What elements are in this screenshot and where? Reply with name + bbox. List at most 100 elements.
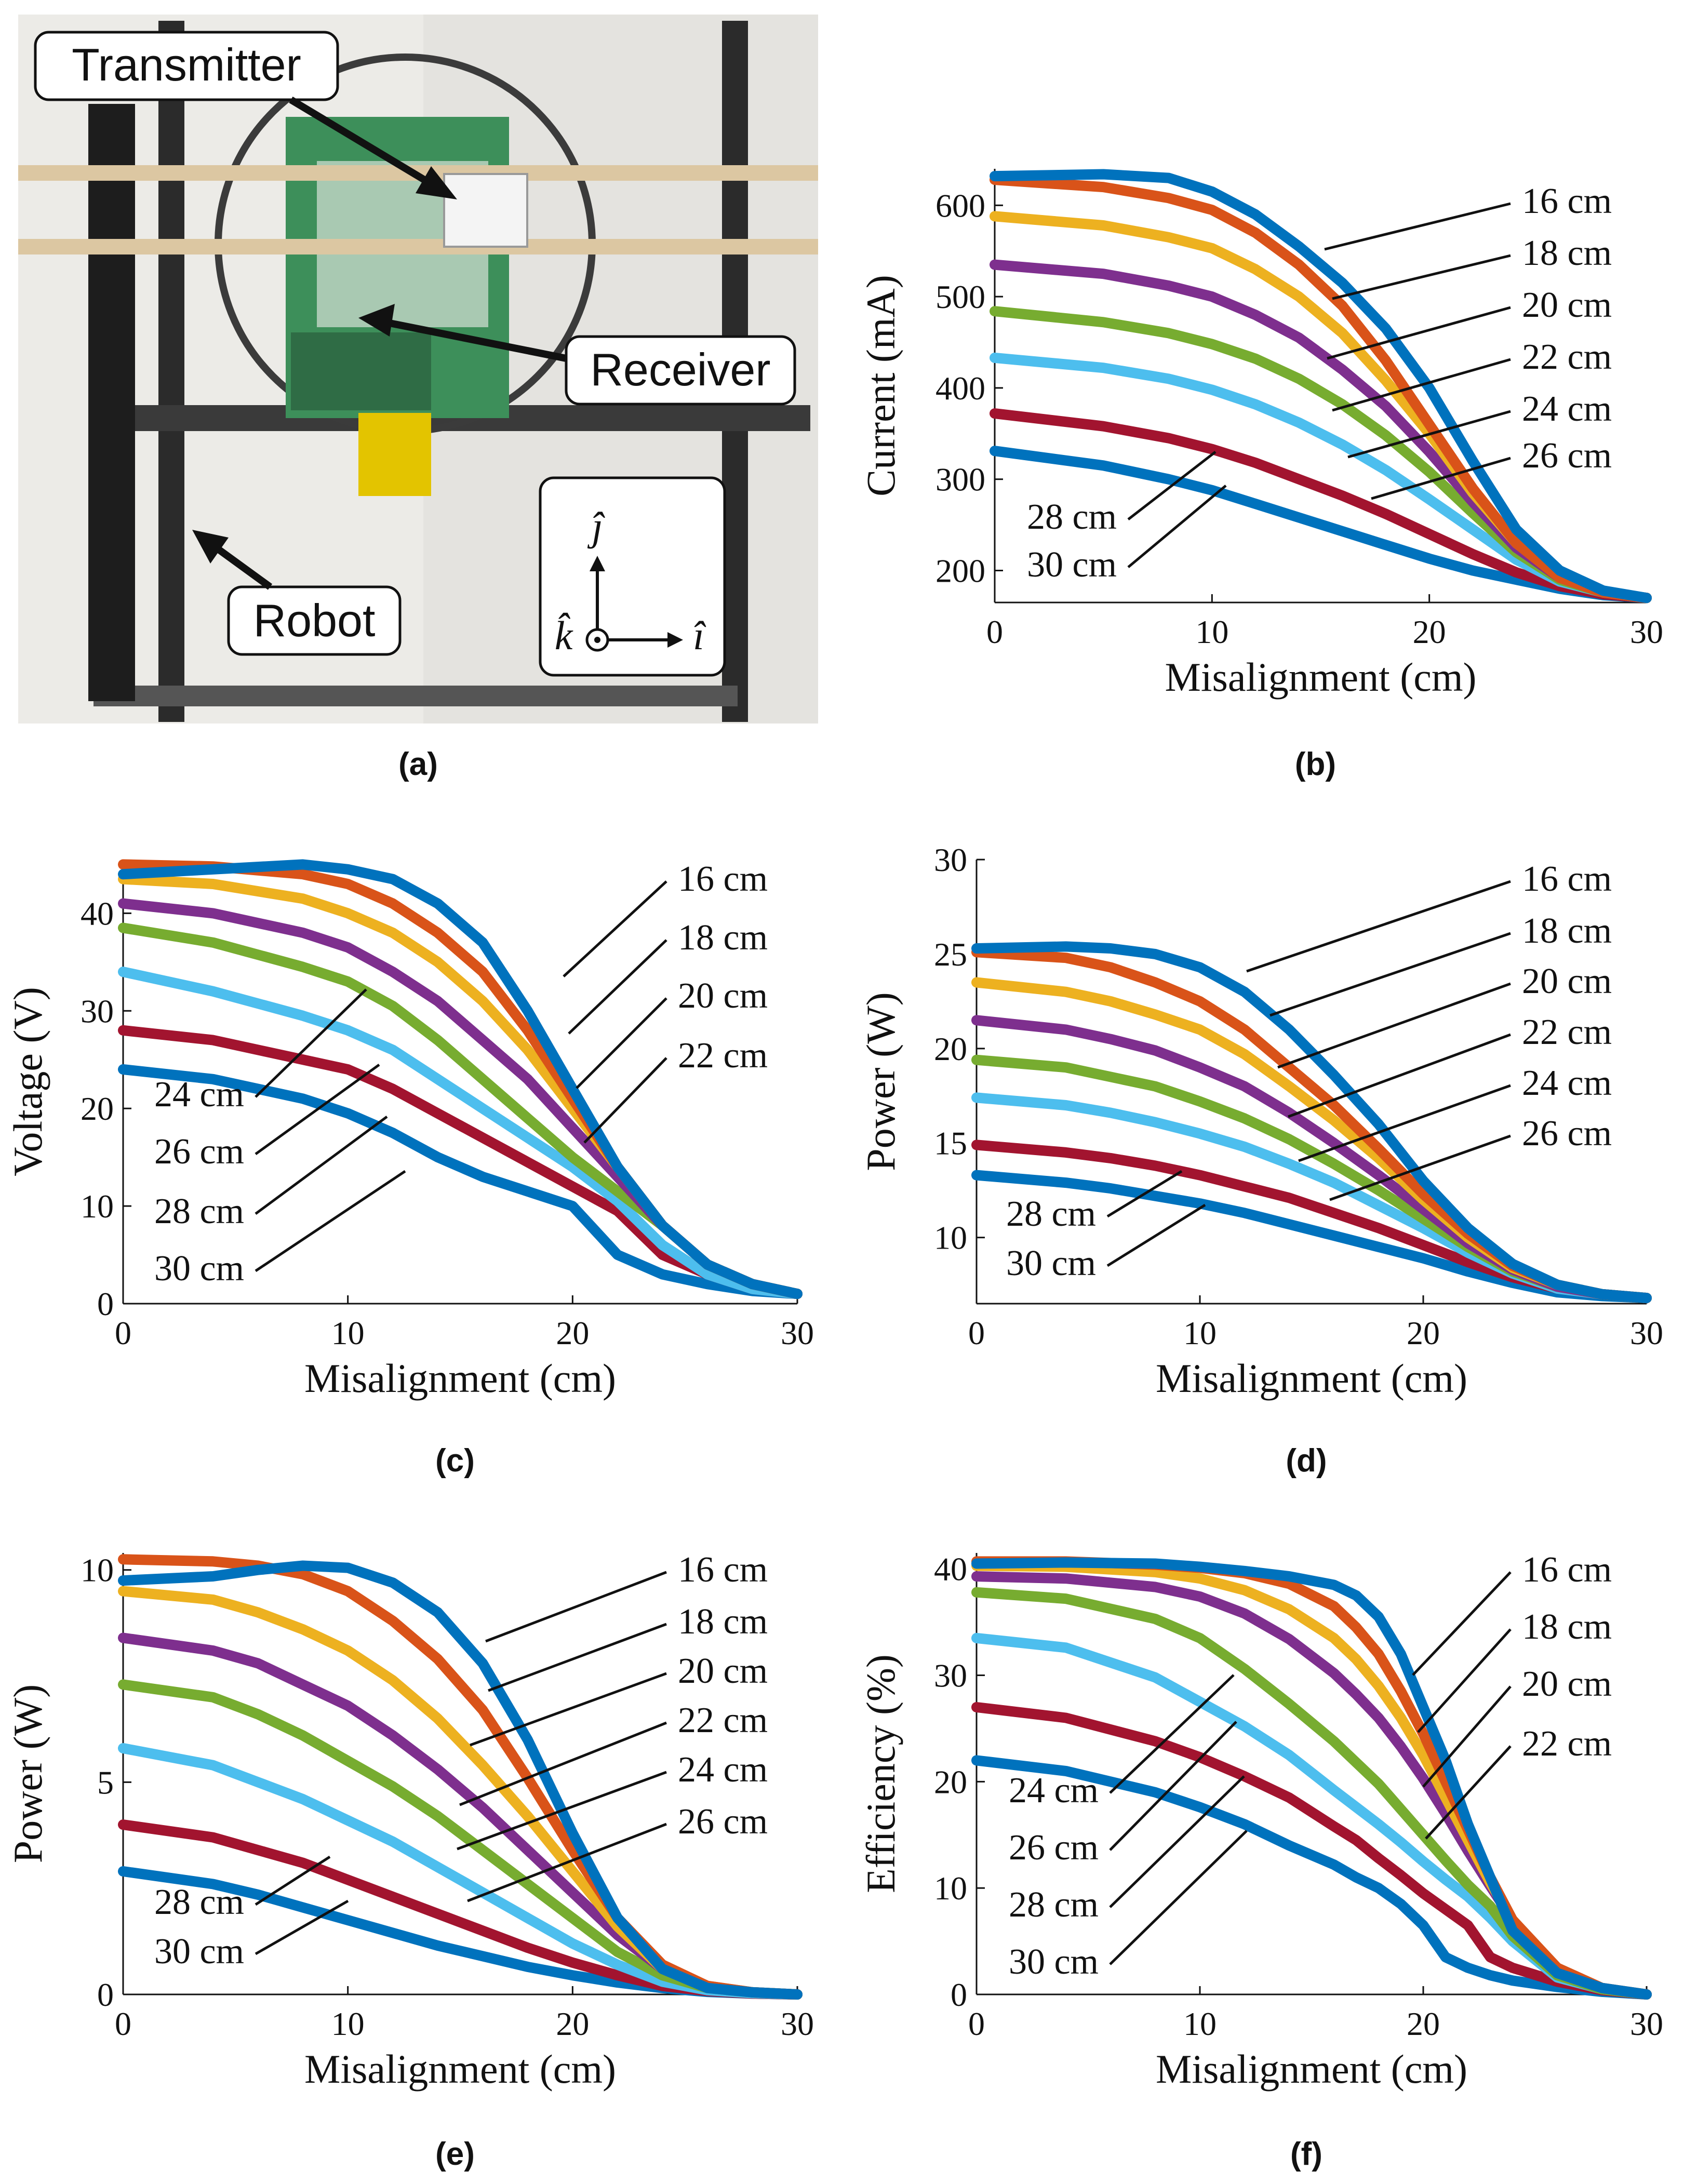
transmitter-arrow <box>289 96 438 191</box>
x-axis-label: Misalignment (cm) <box>1156 1356 1467 1401</box>
callout-label: 16 cm <box>1522 859 1612 899</box>
series-line-26cm <box>118 967 803 1299</box>
y-tick-label: 10 <box>81 1188 114 1225</box>
y-tick-label: 20 <box>81 1090 114 1127</box>
chart-c: 0 10 20 30 0 10 20 30 40 Misalignment (cm) Voltage… <box>5 859 814 1479</box>
y-axis-label: Power (W) <box>5 1684 50 1863</box>
robot-label-box <box>227 585 402 656</box>
caption-e: (e) <box>435 2136 475 2172</box>
series-line-16cm <box>971 1557 1652 2000</box>
dowel-bottom <box>18 239 818 254</box>
x-tick-label: 10 <box>1183 1315 1217 1351</box>
receiver-arrowhead <box>358 304 395 337</box>
callout-label: 30 cm <box>154 1932 244 1972</box>
robot-callout: Robot <box>192 530 402 656</box>
callout-label: 22 cm <box>1522 1012 1612 1052</box>
callout-label: 16 cm <box>1522 181 1612 221</box>
receiver-electronics <box>291 332 431 410</box>
y-tick-label: 30 <box>81 993 114 1029</box>
y-axis-label: Voltage (V) <box>5 987 50 1176</box>
receiver-arrow <box>383 318 567 362</box>
caption-b: (b) <box>1295 746 1336 782</box>
callout-line <box>1109 1674 1235 1794</box>
callout-line <box>568 939 667 1035</box>
y-tick-label: 30 <box>934 841 967 878</box>
callout-line <box>1127 451 1217 520</box>
y-tick-label: 200 <box>935 552 985 589</box>
callout-label: 24 cm <box>1522 389 1612 429</box>
callout-line <box>1347 410 1511 459</box>
receiver-callout: Receiver <box>358 304 796 406</box>
x-tick-label: 0 <box>968 1315 985 1351</box>
callout-label: 22 cm <box>1522 337 1612 377</box>
k-axis-dot <box>594 637 600 643</box>
y-tick-label: 400 <box>935 370 985 407</box>
callout-label: 24 cm <box>1009 1771 1099 1811</box>
y-tick-label: 15 <box>934 1125 967 1162</box>
x-tick-label: 10 <box>1195 613 1228 650</box>
series-line-18cm <box>990 175 1652 604</box>
y-tick-label: 40 <box>934 1551 967 1588</box>
series-line-16cm <box>971 941 1652 1304</box>
callout-label: 22 cm <box>678 1700 768 1740</box>
callout-label: 18 cm <box>678 918 768 958</box>
transmitter-module <box>443 173 528 248</box>
callout-line <box>583 1057 667 1144</box>
cable-chain <box>88 104 135 701</box>
callout-line <box>576 997 667 1089</box>
callout-label: 16 cm <box>678 859 768 899</box>
x-tick-label: 0 <box>115 2005 131 2042</box>
y-tick-label: 5 <box>97 1764 114 1801</box>
x-tick-label: 0 <box>115 1315 131 1351</box>
x-tick-label: 30 <box>1630 1315 1663 1351</box>
robot-rail-left <box>158 21 184 722</box>
callout-line <box>1109 1830 1248 1965</box>
y-tick-label: 0 <box>951 1976 967 2013</box>
callout-line <box>1327 306 1511 360</box>
callout-line <box>1109 1721 1237 1851</box>
y-axis-label: Current (mA) <box>858 275 903 497</box>
callout-line <box>1371 457 1511 500</box>
y-tick-label: 25 <box>934 936 967 973</box>
x-tick-label: 20 <box>556 1315 589 1351</box>
series-line-28cm <box>971 1702 1652 2000</box>
x-tick-label: 10 <box>331 2005 365 2042</box>
x-tick-label: 30 <box>1630 2005 1663 2042</box>
callout-line <box>470 1672 667 1747</box>
callout-label: 22 cm <box>1522 1724 1612 1764</box>
i-axis-label: î <box>693 613 706 658</box>
callout-label: 30 cm <box>1009 1942 1099 1982</box>
callout-label: 20 cm <box>1522 1664 1612 1704</box>
callout-label: 26 cm <box>1522 1114 1612 1154</box>
x-tick-label: 20 <box>1413 613 1446 650</box>
callout-line <box>255 1899 349 1955</box>
photo-panel: Transmitter Receiver Robot ĵ k̂ î <box>18 15 818 782</box>
callout-line <box>1324 202 1511 251</box>
y-tick-label: 0 <box>97 1976 114 2013</box>
callout-line <box>457 1771 667 1851</box>
x-tick-label: 30 <box>781 2005 814 2042</box>
x-tick-label: 30 <box>1630 613 1663 650</box>
callout-label: 18 cm <box>1522 1607 1612 1647</box>
x-tick-label: 20 <box>1407 2005 1440 2042</box>
callout-line <box>485 1571 667 1643</box>
callout-label: 30 cm <box>1027 545 1117 585</box>
callout-line <box>1425 1745 1512 1840</box>
y-tick-label: 600 <box>935 187 985 224</box>
robot-bottom-bar <box>93 686 738 706</box>
chart-b: 0 10 20 30 200 300 400 500 600 Misalignment (cm) C… <box>858 169 1663 782</box>
x-tick-label: 10 <box>1183 2005 1217 2042</box>
axes-box <box>539 476 726 677</box>
transmitter-callout: Transmitter <box>34 31 457 199</box>
callout-label: 20 cm <box>678 976 768 1016</box>
series-line-30cm <box>971 1755 1652 2000</box>
receiver-label-box <box>565 335 796 406</box>
callout-line <box>1277 982 1511 1069</box>
callout-label: 26 cm <box>154 1132 244 1172</box>
callout-label: 20 cm <box>678 1651 768 1691</box>
chart-e: 0 10 20 30 0 5 10 Misalignment (cm) Power (W) 16 … <box>5 1550 814 2172</box>
callout-label: 28 cm <box>154 1882 244 1922</box>
k-axis-label: k̂ <box>555 613 573 658</box>
series-line-28cm <box>990 408 1652 604</box>
callout-line <box>1109 1775 1245 1908</box>
